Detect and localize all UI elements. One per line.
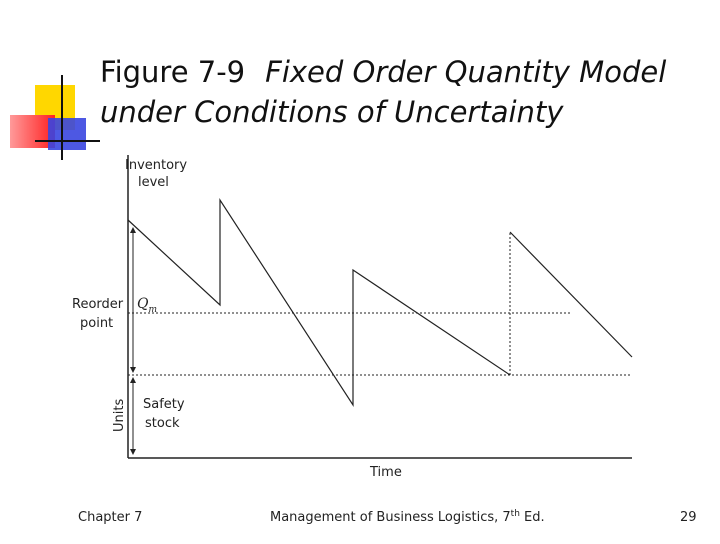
footer-center: Management of Business Logistics, 7th Ed… [270,509,545,525]
y-label: Inventory [125,158,187,173]
reorder-label: point [80,316,113,331]
safety-label: Safety [143,397,185,412]
footer-right: 29 [680,510,697,525]
x-label: Time [369,465,402,480]
safety-label: stock [145,416,180,431]
title-line1: Figure 7-9 Fixed Order Quantity Model [100,55,666,89]
q-label: Qm [137,296,157,315]
reorder-label: Reorder [72,297,124,312]
title-line2: under Conditions of Uncertainty [100,95,564,129]
y-label: level [138,175,169,190]
units-label: Units [112,399,127,432]
diagram [127,155,633,459]
footer-left: Chapter 7 [78,510,142,525]
decoration [10,75,100,160]
